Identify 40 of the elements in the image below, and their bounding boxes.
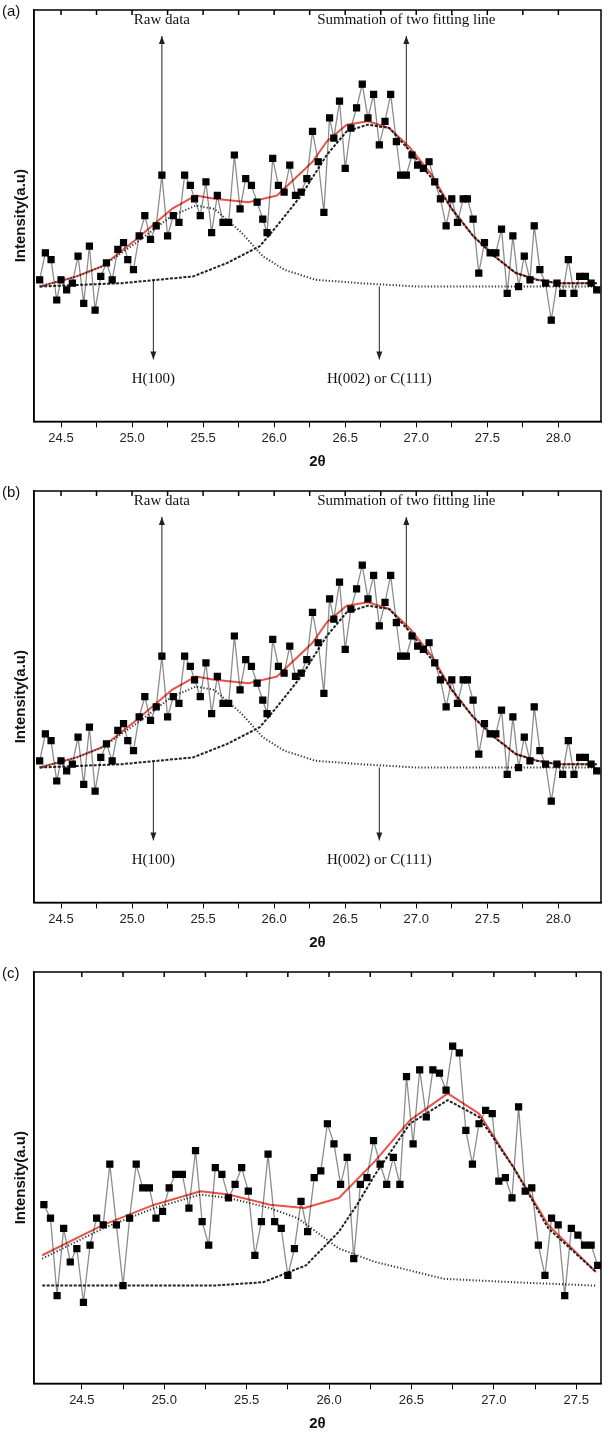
- x-tick-label: 25.5: [233, 1391, 260, 1407]
- x-tick-label: 26.5: [332, 429, 358, 445]
- x-tick-label: 27.5: [563, 1391, 589, 1407]
- x-tick-label: 24.5: [48, 429, 74, 445]
- x-tick-label: 24.5: [69, 1391, 95, 1407]
- x-tick-label: 26.0: [261, 429, 287, 445]
- chart-title: (c): [2, 964, 20, 981]
- x-tick-label: 28.0: [545, 429, 572, 445]
- annotation: Summation of two fitting line: [317, 492, 496, 509]
- annotation: H(002) or C(111): [326, 370, 432, 388]
- chart-title: (a): [2, 2, 21, 19]
- annotation: H(100): [131, 370, 176, 388]
- annotation: Raw data: [133, 492, 191, 509]
- x-tick-label: 25.0: [119, 429, 145, 445]
- x-tick-label: 25.0: [151, 1391, 177, 1407]
- x-tick-label: 25.0: [119, 910, 145, 926]
- x-tick-label: 24.5: [48, 910, 74, 926]
- y-axis-title: Intensity(a.u): [11, 650, 29, 744]
- x-axis-title: 2θ: [309, 933, 326, 951]
- x-axis-title: 2θ: [309, 1414, 326, 1432]
- x-tick-label: 27.0: [403, 910, 429, 926]
- x-tick-label: 26.5: [332, 910, 358, 926]
- x-tick-label: 26.0: [261, 910, 287, 926]
- x-tick-label: 25.5: [190, 910, 216, 926]
- y-axis-title: Intensity(a.u): [11, 169, 29, 263]
- x-tick-label: 28.0: [545, 910, 572, 926]
- x-tick-label: 26.5: [398, 1391, 425, 1407]
- x-tick-label: 26.0: [316, 1391, 342, 1407]
- annotation: Summation of two fitting line: [317, 11, 496, 28]
- annotation: Raw data: [133, 11, 191, 28]
- x-tick-label: 27.0: [481, 1391, 507, 1407]
- y-axis-title: Intensity(a.u): [11, 1131, 29, 1225]
- x-tick-label: 25.5: [190, 429, 216, 445]
- x-tick-label: 27.5: [474, 910, 500, 926]
- chart-title: (b): [2, 483, 21, 500]
- x-axis-title: 2θ: [309, 452, 326, 470]
- x-tick-label: 27.5: [474, 429, 500, 445]
- x-tick-label: 27.0: [403, 429, 429, 445]
- annotation: H(100): [131, 851, 176, 869]
- annotation: H(002) or C(111): [326, 851, 432, 869]
